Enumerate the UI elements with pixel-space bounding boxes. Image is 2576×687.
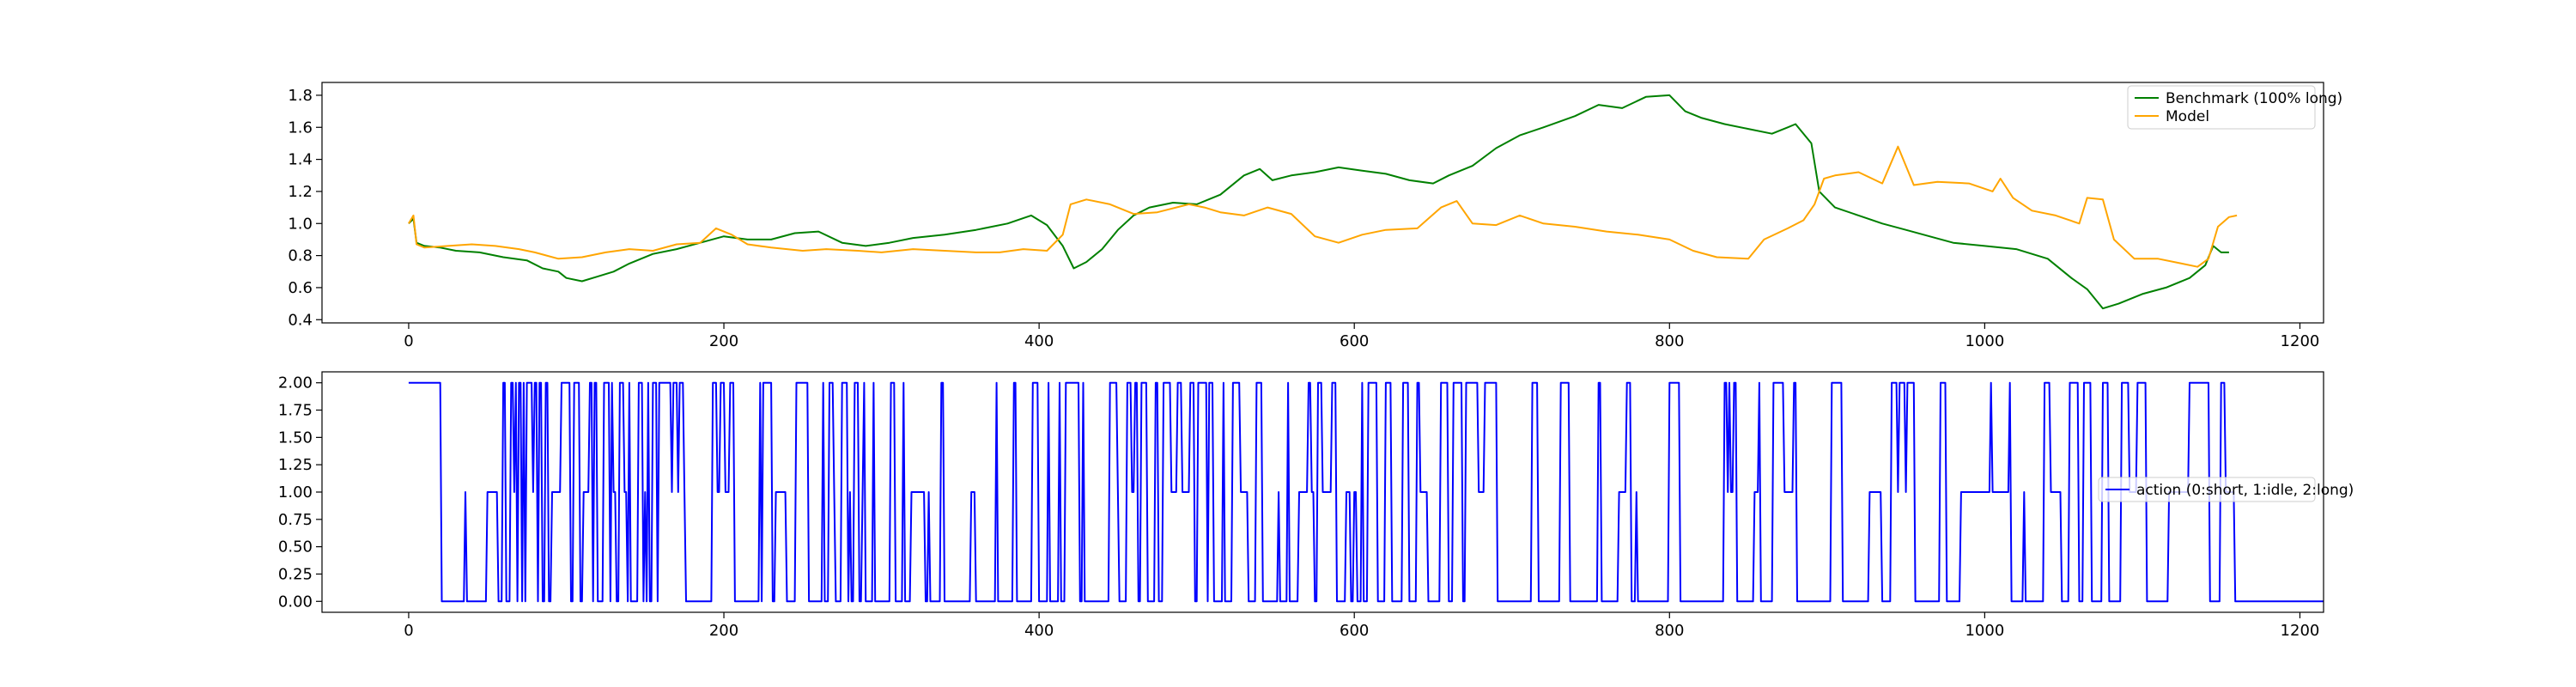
- legend-label: action (0:short, 1:idle, 2:long): [2136, 482, 2354, 499]
- axes-frame: [321, 82, 2324, 324]
- x-tick-label: 400: [1024, 332, 1054, 350]
- y-tick-label: 2.00: [278, 374, 313, 392]
- legend: Benchmark (100% long)Model: [2127, 85, 2342, 130]
- series-line-2: [408, 145, 2238, 268]
- x-tick-label: 1000: [1965, 622, 2004, 640]
- y-tick-label: 0.00: [278, 593, 313, 611]
- x-tick-label: 0: [404, 332, 413, 350]
- x-tick-label: 1000: [1965, 332, 2004, 350]
- y-tick-label: 1.6: [288, 119, 313, 137]
- y-tick-label: 0.8: [288, 247, 313, 265]
- x-tick-label: 800: [1655, 622, 1684, 640]
- y-tick-label: 0.75: [278, 511, 313, 529]
- y-tick-label: 1.0: [288, 215, 313, 233]
- x-tick-label: 200: [709, 332, 738, 350]
- legend-label: Benchmark (100% long): [2166, 90, 2342, 107]
- x-tick-label: 800: [1655, 332, 1684, 350]
- legend-label: Model: [2166, 108, 2209, 125]
- bottom-chart: 0 200 400 600 800 1000 1200 0.00 0.25 0.50 0.75 1.0…: [278, 371, 2354, 640]
- y-tick-label: 1.50: [278, 429, 313, 447]
- series-line-1: [408, 94, 2229, 310]
- series-line-1: [408, 381, 2324, 603]
- y-tick-label: 0.6: [288, 279, 313, 297]
- y-tick-label: 1.8: [288, 87, 313, 105]
- y-tick-label: 1.2: [288, 183, 313, 201]
- y-tick-label: 1.4: [288, 151, 313, 169]
- x-tick-label: 0: [404, 622, 413, 640]
- y-tick-label: 0.4: [288, 311, 313, 329]
- x-tick-label: 1200: [2281, 622, 2320, 640]
- legend: action (0:short, 1:idle, 2:long): [2098, 477, 2354, 502]
- y-tick-label: 0.25: [278, 565, 313, 583]
- top-chart: 0 200 400 600 800 1000 1200 0.4 0.6 0.8 1.0 1.2 1.4 1…: [288, 82, 2342, 350]
- x-tick-label: 400: [1024, 622, 1054, 640]
- x-tick-label: 200: [709, 622, 738, 640]
- y-tick-label: 0.50: [278, 538, 313, 556]
- x-tick-label: 1200: [2281, 332, 2320, 350]
- y-tick-label: 1.25: [278, 456, 313, 474]
- x-tick-label: 600: [1340, 332, 1369, 350]
- y-tick-label: 1.00: [278, 483, 313, 502]
- legend-box: [2127, 85, 2316, 130]
- legend-box: [2098, 477, 2316, 502]
- y-tick-label: 1.75: [278, 402, 313, 420]
- x-tick-label: 600: [1340, 622, 1369, 640]
